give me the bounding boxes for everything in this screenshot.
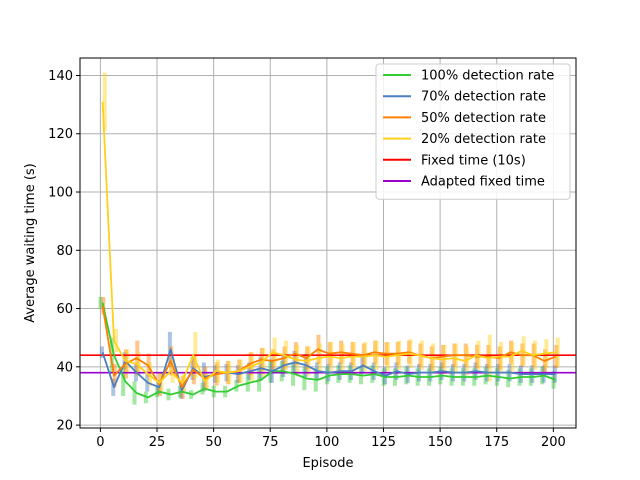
x-tick-label: 0 <box>96 435 104 450</box>
series-lines <box>101 101 556 399</box>
x-tick-label: 50 <box>205 435 222 450</box>
legend: 100% detection rate 70% detection rate 50%… <box>375 63 571 200</box>
x-tick-label: 75 <box>262 435 279 450</box>
series-line <box>101 101 556 384</box>
y-tick-label: 20 <box>56 419 73 434</box>
x-tick-label: 175 <box>484 435 509 450</box>
x-tick-label: 25 <box>149 435 166 450</box>
x-axis-ticks: 0 25 50 75 100 125 150 175 200 <box>96 428 566 450</box>
legend-label: 20% detection rate <box>421 132 546 147</box>
legend-label: 70% detection rate <box>421 90 546 105</box>
x-tick-label: 200 <box>541 435 566 450</box>
y-axis-ticks: 20 40 60 80 100 120 140 <box>48 69 80 434</box>
y-tick-label: 60 <box>56 302 73 317</box>
legend-label: 50% detection rate <box>421 111 546 126</box>
plot-frame <box>79 57 577 429</box>
legend-label: Adapted fixed time <box>421 175 545 190</box>
y-tick-label: 40 <box>56 360 73 375</box>
y-axis-label: Average waiting time (s) <box>23 163 38 322</box>
legend-box <box>375 63 571 200</box>
x-tick-label: 150 <box>428 435 453 450</box>
legend-label: Fixed time (10s) <box>421 153 526 168</box>
y-tick-label: 140 <box>48 69 73 84</box>
x-axis-label: Episode <box>302 456 353 471</box>
y-tick-label: 120 <box>48 127 73 142</box>
legend-label: 100% detection rate <box>421 69 554 84</box>
x-tick-label: 125 <box>371 435 396 450</box>
series-line <box>101 302 556 399</box>
y-tick-label: 80 <box>56 244 73 259</box>
x-tick-label: 100 <box>314 435 339 450</box>
y-tick-label: 100 <box>48 186 73 201</box>
